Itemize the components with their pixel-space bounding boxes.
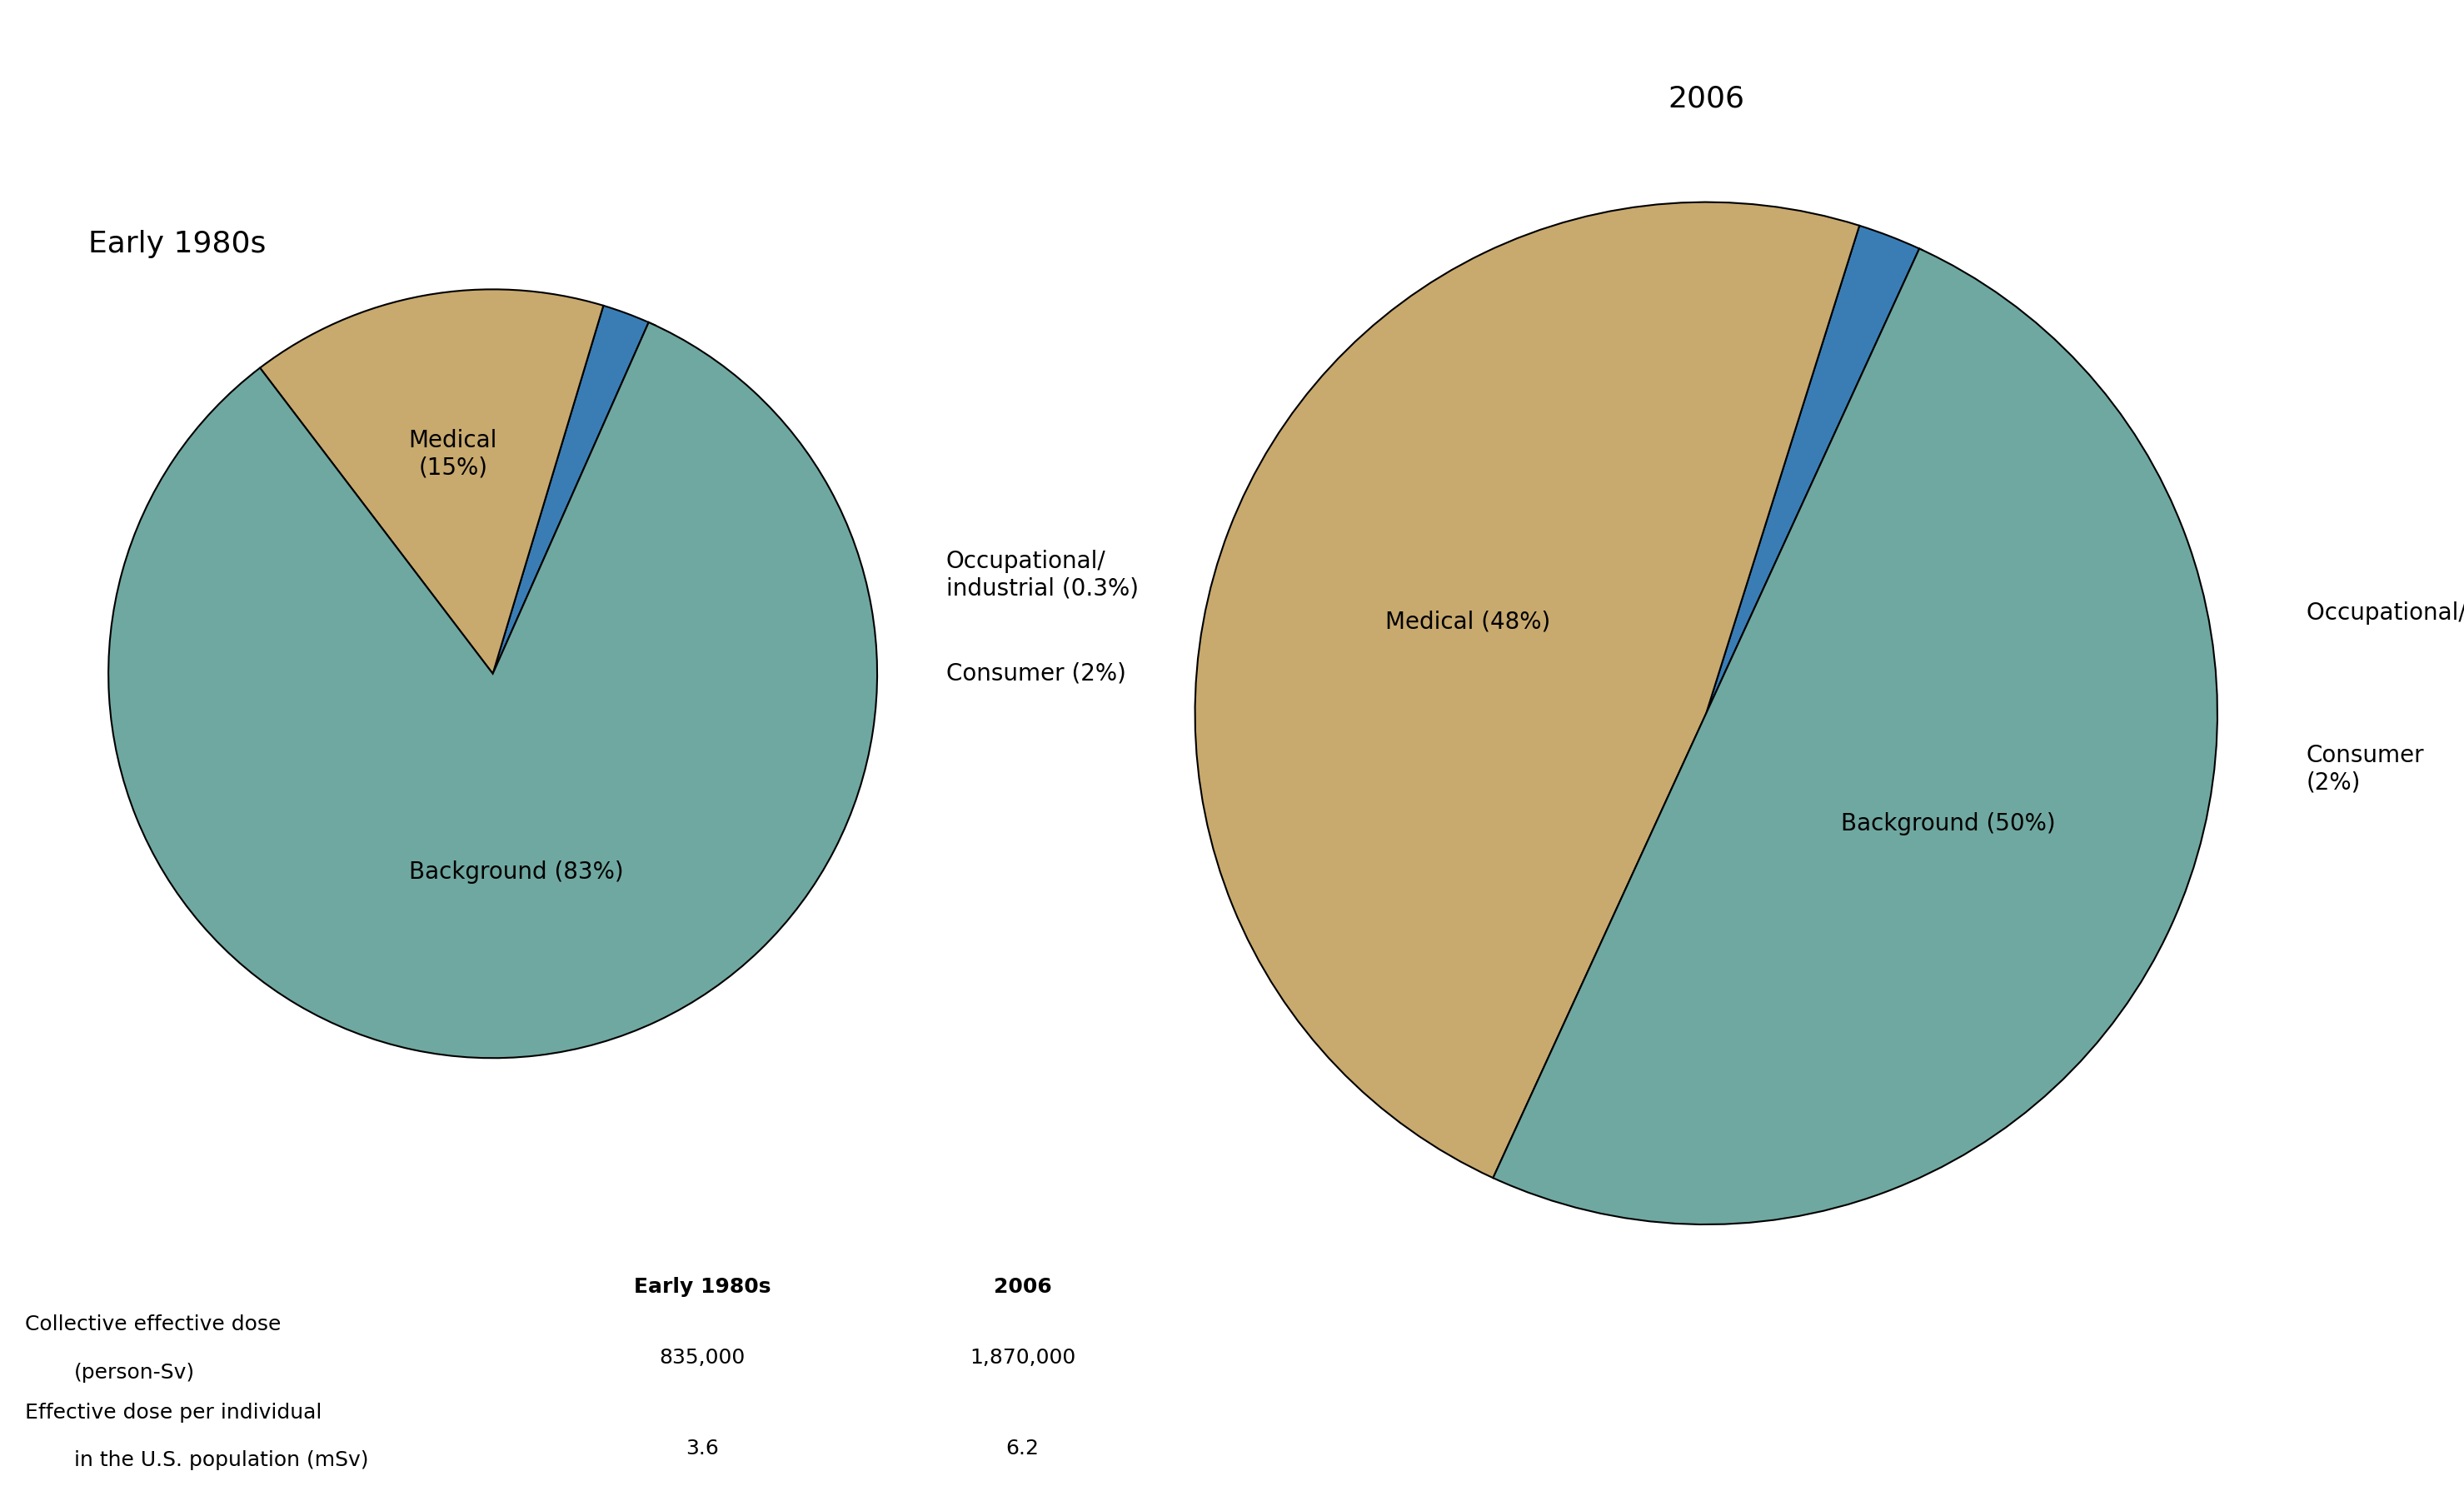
Text: in the U.S. population (mSv): in the U.S. population (mSv)	[74, 1450, 370, 1470]
Text: Medical (48%): Medical (48%)	[1385, 609, 1550, 633]
Text: 1,870,000: 1,870,000	[968, 1348, 1077, 1369]
Text: Collective effective dose: Collective effective dose	[25, 1315, 281, 1334]
Wedge shape	[1493, 248, 2218, 1224]
Text: Early 1980s: Early 1980s	[633, 1276, 771, 1297]
Text: 3.6: 3.6	[685, 1438, 719, 1458]
Text: 2006: 2006	[993, 1276, 1052, 1297]
Text: Background (50%): Background (50%)	[1841, 813, 2055, 835]
Text: Early 1980s: Early 1980s	[89, 230, 266, 259]
Wedge shape	[1705, 226, 1919, 713]
Text: Consumer
(2%): Consumer (2%)	[2306, 743, 2425, 794]
Text: Effective dose per individual: Effective dose per individual	[25, 1403, 320, 1422]
Text: Occupational/
industrial (0.3%): Occupational/ industrial (0.3%)	[946, 550, 1138, 600]
Text: Consumer (2%): Consumer (2%)	[946, 663, 1126, 685]
Text: Background (83%): Background (83%)	[409, 860, 623, 884]
Text: (person-Sv): (person-Sv)	[74, 1363, 195, 1382]
Wedge shape	[1195, 202, 1860, 1178]
Text: 835,000: 835,000	[660, 1348, 744, 1369]
Text: Medical
(15%): Medical (15%)	[409, 429, 498, 480]
Wedge shape	[493, 306, 648, 673]
Wedge shape	[493, 322, 655, 673]
Text: Occupational/industrial (0.1%): Occupational/industrial (0.1%)	[2306, 602, 2464, 626]
Wedge shape	[1705, 248, 1922, 713]
Text: 6.2: 6.2	[1005, 1438, 1040, 1458]
Wedge shape	[108, 322, 877, 1058]
Wedge shape	[261, 290, 604, 673]
Text: 2006: 2006	[1668, 85, 1745, 113]
